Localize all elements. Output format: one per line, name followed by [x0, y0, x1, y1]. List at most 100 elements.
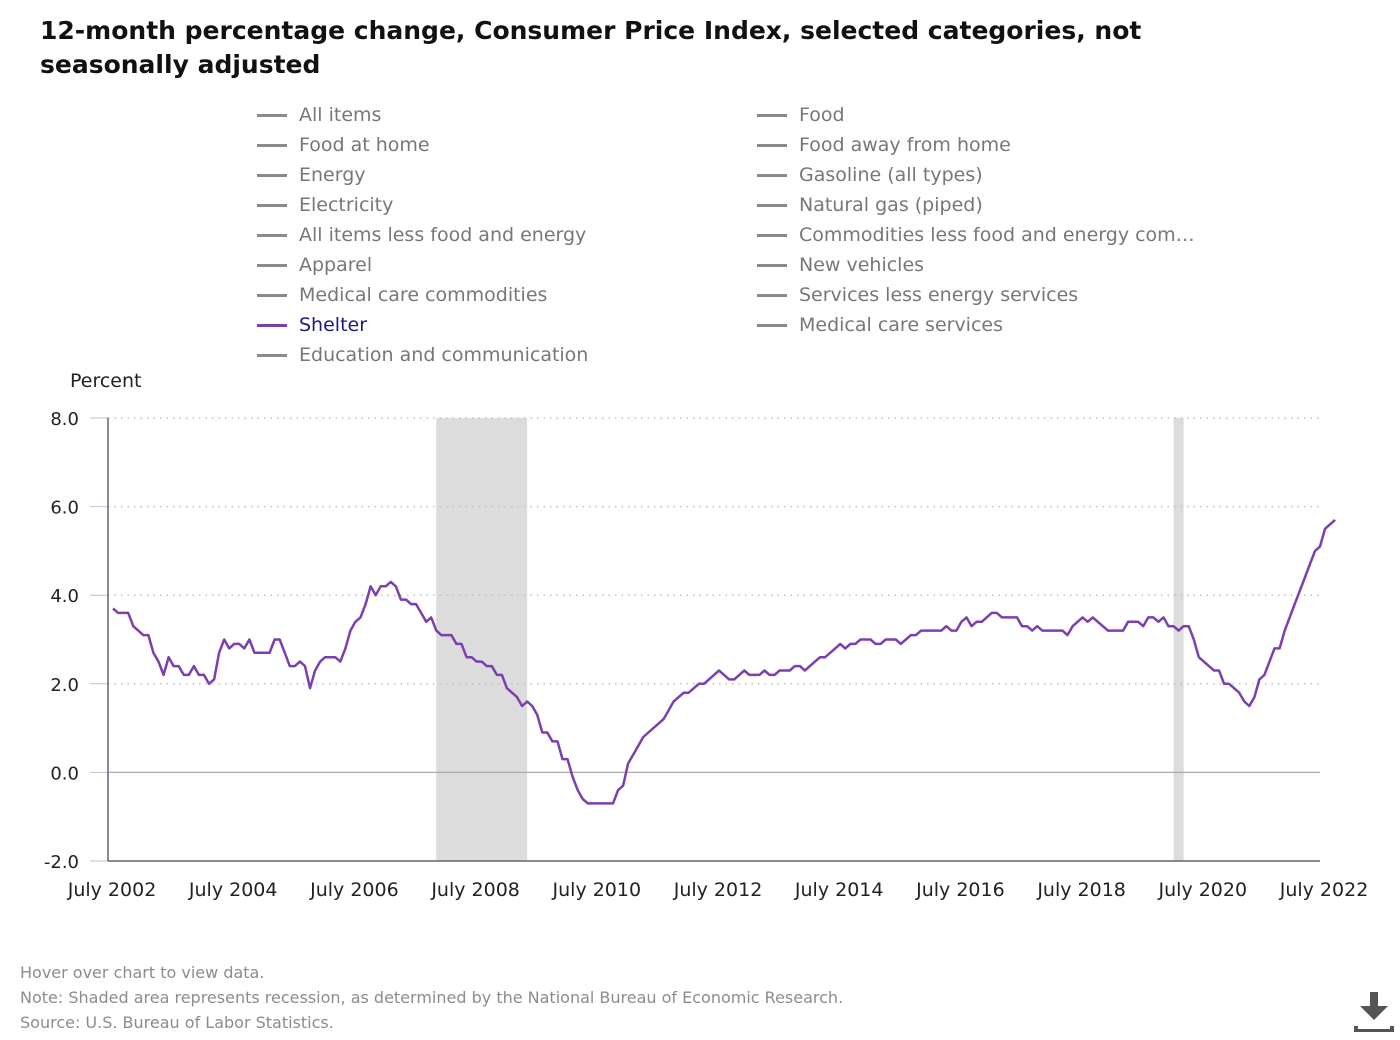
data-point[interactable] — [938, 628, 944, 634]
legend-item-natural-gas-piped[interactable]: Natural gas (piped) — [757, 190, 983, 220]
data-point[interactable] — [585, 800, 591, 806]
data-point[interactable] — [969, 623, 975, 629]
download-icon[interactable] — [1352, 990, 1396, 1034]
data-point[interactable] — [570, 774, 576, 780]
data-point[interactable] — [1327, 521, 1333, 527]
data-point[interactable] — [1322, 526, 1328, 532]
data-point[interactable] — [428, 614, 434, 620]
data-point[interactable] — [736, 672, 742, 678]
data-point[interactable] — [292, 663, 298, 669]
data-point[interactable] — [1105, 628, 1111, 634]
data-point[interactable] — [544, 730, 550, 736]
data-point[interactable] — [731, 676, 737, 682]
data-point[interactable] — [1236, 690, 1242, 696]
legend-item-shelter[interactable]: Shelter — [257, 310, 367, 340]
data-point[interactable] — [772, 672, 778, 678]
data-point[interactable] — [1059, 628, 1065, 634]
data-point[interactable] — [1171, 623, 1177, 629]
data-point[interactable] — [1085, 619, 1091, 625]
data-point[interactable] — [756, 672, 762, 678]
data-point[interactable] — [852, 641, 858, 647]
data-point[interactable] — [403, 597, 409, 603]
data-point[interactable] — [186, 672, 192, 678]
data-point[interactable] — [277, 637, 283, 643]
data-point[interactable] — [1191, 637, 1197, 643]
data-point[interactable] — [448, 632, 454, 638]
legend-item-electricity[interactable]: Electricity — [257, 190, 393, 220]
data-point[interactable] — [393, 583, 399, 589]
data-point[interactable] — [676, 694, 682, 700]
data-point[interactable] — [1206, 663, 1212, 669]
data-point[interactable] — [383, 583, 389, 589]
data-point[interactable] — [1312, 548, 1318, 554]
data-point[interactable] — [1120, 628, 1126, 634]
data-point[interactable] — [868, 637, 874, 643]
data-point[interactable] — [640, 734, 646, 740]
data-point[interactable] — [1302, 574, 1308, 580]
data-point[interactable] — [509, 690, 515, 696]
data-point[interactable] — [1332, 517, 1338, 523]
data-point[interactable] — [964, 614, 970, 620]
data-point[interactable] — [1080, 614, 1086, 620]
data-point[interactable] — [246, 637, 252, 643]
data-point[interactable] — [913, 632, 919, 638]
data-point[interactable] — [645, 730, 651, 736]
data-point[interactable] — [610, 800, 616, 806]
data-point[interactable] — [1160, 614, 1166, 620]
data-point[interactable] — [1125, 619, 1131, 625]
data-point[interactable] — [145, 632, 151, 638]
data-point[interactable] — [469, 654, 475, 660]
data-point[interactable] — [489, 663, 495, 669]
data-point[interactable] — [1186, 623, 1192, 629]
data-point[interactable] — [1176, 628, 1182, 634]
data-point[interactable] — [999, 614, 1005, 620]
data-point[interactable] — [221, 637, 227, 643]
data-point[interactable] — [832, 645, 838, 651]
data-point[interactable] — [352, 619, 358, 625]
data-point[interactable] — [635, 743, 641, 749]
data-point[interactable] — [499, 672, 505, 678]
data-point[interactable] — [115, 610, 121, 616]
data-point[interactable] — [671, 699, 677, 705]
data-point[interactable] — [519, 703, 525, 709]
data-point[interactable] — [812, 659, 818, 665]
data-point[interactable] — [857, 637, 863, 643]
data-point[interactable] — [1155, 619, 1161, 625]
data-point[interactable] — [827, 650, 833, 656]
data-point[interactable] — [943, 623, 949, 629]
data-point[interactable] — [438, 632, 444, 638]
data-point[interactable] — [368, 583, 374, 589]
data-point[interactable] — [615, 787, 621, 793]
data-point[interactable] — [1024, 623, 1030, 629]
data-point[interactable] — [1201, 659, 1207, 665]
data-point[interactable] — [1277, 645, 1283, 651]
data-point[interactable] — [130, 623, 136, 629]
data-point[interactable] — [342, 645, 348, 651]
data-point[interactable] — [206, 681, 212, 687]
data-point[interactable] — [302, 663, 308, 669]
data-point[interactable] — [661, 716, 667, 722]
data-point[interactable] — [1251, 694, 1257, 700]
data-point[interactable] — [655, 721, 661, 727]
data-point[interactable] — [630, 752, 636, 758]
data-point[interactable] — [226, 645, 232, 651]
data-point[interactable] — [534, 712, 540, 718]
data-point[interactable] — [958, 619, 964, 625]
legend-item-food-at-home[interactable]: Food at home — [257, 130, 430, 160]
data-point[interactable] — [150, 650, 156, 656]
data-point[interactable] — [565, 756, 571, 762]
data-point[interactable] — [433, 628, 439, 634]
data-point[interactable] — [1070, 623, 1076, 629]
data-point[interactable] — [706, 676, 712, 682]
data-point[interactable] — [1226, 681, 1232, 687]
data-point[interactable] — [554, 738, 560, 744]
data-point[interactable] — [201, 672, 207, 678]
data-point[interactable] — [1261, 672, 1267, 678]
data-point[interactable] — [332, 654, 338, 660]
data-point[interactable] — [883, 637, 889, 643]
legend-item-food-away-from-home[interactable]: Food away from home — [757, 130, 1011, 160]
data-point[interactable] — [918, 628, 924, 634]
data-point[interactable] — [373, 592, 379, 598]
data-point[interactable] — [807, 663, 813, 669]
data-point[interactable] — [1090, 614, 1096, 620]
